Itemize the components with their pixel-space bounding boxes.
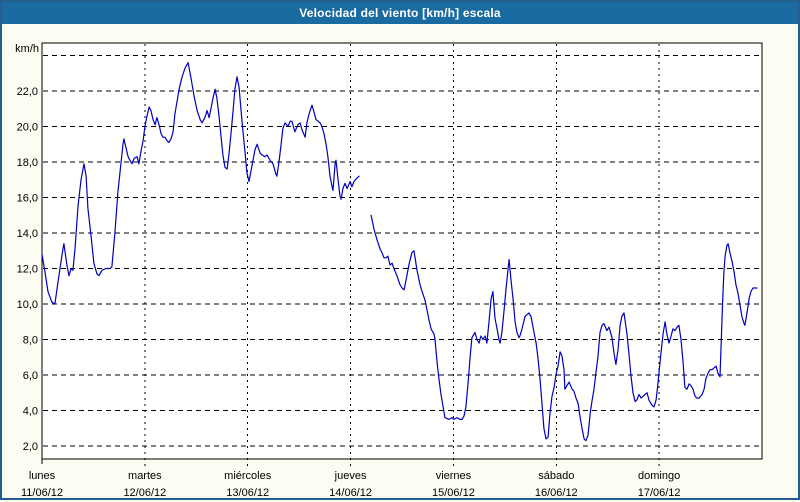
wind-speed-line xyxy=(370,214,758,442)
day-label: martes xyxy=(128,470,162,482)
date-label: 14/06/12 xyxy=(329,487,372,499)
y-tick-label: 4,0 xyxy=(23,406,38,418)
date-label: 16/06/12 xyxy=(535,487,578,499)
day-label: viernes xyxy=(436,470,472,482)
plot-background xyxy=(42,43,762,459)
y-tick-label: 22,0 xyxy=(17,86,38,98)
y-tick-label: 20,0 xyxy=(17,122,38,134)
chart-title: Velocidad del viento [km/h] escala xyxy=(299,6,501,20)
plot-border xyxy=(41,42,763,460)
day-label: domingo xyxy=(638,470,680,482)
y-tick-label: 8,0 xyxy=(23,335,38,347)
y-tick-label: 14,0 xyxy=(17,228,38,240)
y-axis-unit-label: km/h xyxy=(15,43,39,55)
date-label: 12/06/12 xyxy=(123,487,166,499)
y-tick-label: 18,0 xyxy=(17,157,38,169)
y-tick-label: 16,0 xyxy=(17,193,38,205)
day-label: miércoles xyxy=(224,470,272,482)
y-tick-label: 6,0 xyxy=(23,370,38,382)
y-tick-label: 2,0 xyxy=(23,441,38,453)
y-tick-label: 12,0 xyxy=(17,264,38,276)
day-label: lunes xyxy=(29,470,56,482)
date-label: 17/06/12 xyxy=(638,487,681,499)
date-label: 15/06/12 xyxy=(432,487,475,499)
y-tick-label: 10,0 xyxy=(17,299,38,311)
day-label: sábado xyxy=(538,470,574,482)
wind-speed-line xyxy=(41,61,360,305)
date-label: 13/06/12 xyxy=(226,487,269,499)
day-label: jueves xyxy=(334,470,367,482)
date-label: 11/06/12 xyxy=(21,487,63,499)
chart-title-bar: Velocidad del viento [km/h] escala xyxy=(2,2,798,24)
